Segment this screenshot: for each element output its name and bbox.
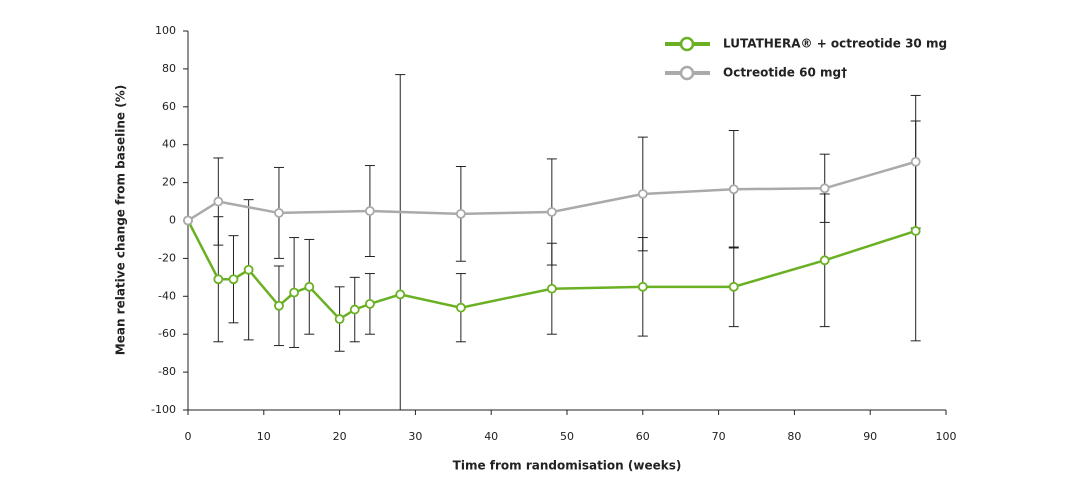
point: [728, 281, 739, 292]
x-axis-title: Time from randomisation (weeks): [453, 459, 682, 473]
x-tick-label: 0: [185, 430, 192, 443]
point: [455, 208, 466, 219]
point: [546, 207, 557, 217]
point: [228, 274, 239, 285]
point: [819, 255, 830, 266]
point: [349, 304, 360, 315]
point: [243, 264, 254, 275]
point: [213, 196, 224, 207]
point: [304, 281, 315, 292]
point: [819, 183, 830, 194]
point: [728, 184, 739, 195]
point: [910, 226, 921, 236]
y-tick-label: -60: [158, 327, 176, 340]
y-tick-label: 60: [162, 100, 176, 113]
y-tick-label: -20: [158, 251, 176, 264]
x-tick-label: 60: [636, 430, 650, 443]
x-tick-label: 40: [484, 430, 498, 443]
legend-marker: [679, 36, 695, 52]
x-tick-label: 70: [712, 430, 726, 443]
error-bars: [213, 74, 921, 410]
point: [546, 283, 557, 294]
point: [455, 302, 466, 313]
y-tick-label: -40: [158, 289, 176, 302]
point: [274, 300, 284, 311]
x-tick-label: 100: [936, 430, 957, 443]
y-axis-title: Mean relative change from baseline (%): [114, 85, 128, 355]
y-tick-label: 20: [162, 176, 176, 189]
point: [365, 206, 375, 216]
x-tick-label: 10: [257, 430, 271, 443]
x-tick-label: 90: [863, 430, 877, 443]
point: [183, 215, 193, 226]
point: [334, 314, 345, 324]
point: [365, 298, 375, 309]
y-tick-label: -100: [151, 403, 176, 416]
legend-marker: [679, 65, 695, 81]
x-tick-label: 20: [333, 430, 347, 443]
y-tick-label: 40: [162, 138, 176, 151]
y-tick-label: 80: [162, 62, 176, 75]
y-tick-label: 100: [155, 24, 176, 37]
point: [274, 208, 284, 218]
legend-label: Octreotide 60 mg†: [723, 66, 847, 80]
y-tick-label: -80: [158, 365, 176, 378]
y-tick-label: 0: [169, 214, 176, 227]
x-tick-label: 50: [560, 430, 574, 443]
point: [637, 281, 648, 292]
point: [637, 189, 648, 199]
point: [395, 289, 406, 300]
point: [289, 287, 300, 298]
series-line: [187, 160, 917, 222]
x-tick-label: 80: [787, 430, 801, 443]
legend-label: LUTATHERA® + octreotide 30 mg: [723, 37, 947, 51]
point: [213, 274, 224, 285]
x-tick-label: 30: [408, 430, 422, 443]
point: [910, 156, 921, 167]
